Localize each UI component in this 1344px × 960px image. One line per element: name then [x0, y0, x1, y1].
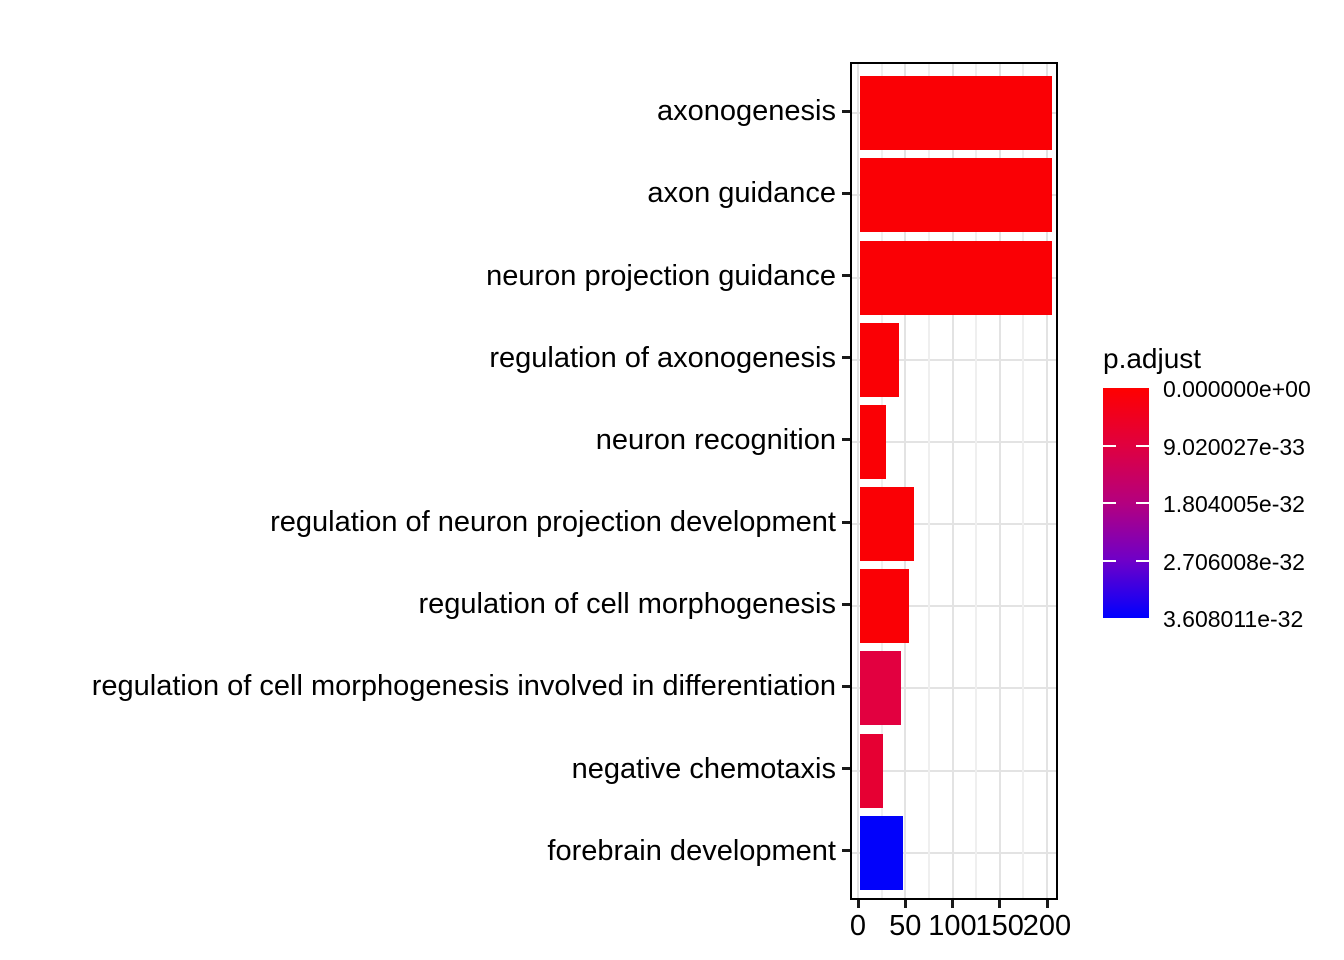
bar-regulation-of-cell-morphogenesis — [860, 569, 910, 644]
y-axis-tick — [842, 274, 850, 278]
y-axis-tick — [842, 767, 850, 771]
gridline-vertical-major — [857, 64, 859, 898]
y-tick-label: neuron projection guidance — [486, 259, 836, 292]
y-axis-tick — [842, 191, 850, 195]
legend-tick-label: 9.020027e-33 — [1163, 433, 1305, 460]
y-axis-tick — [842, 356, 850, 360]
x-axis-tick — [998, 900, 1002, 908]
y-tick-label: regulation of cell morphogenesis — [418, 588, 836, 621]
x-axis-tick — [1045, 900, 1049, 908]
gridline-horizontal — [852, 769, 1056, 772]
gridline-vertical-minor — [1022, 64, 1025, 898]
colorbar-tick-left — [1103, 502, 1116, 504]
x-axis-tick — [856, 900, 860, 908]
plot-panel — [850, 62, 1058, 900]
legend-tick-label: 2.706008e-32 — [1163, 548, 1305, 575]
gridline-horizontal — [852, 440, 1056, 443]
y-tick-label: regulation of axonogenesis — [489, 341, 836, 374]
x-tick-label: 0 — [849, 910, 867, 942]
y-axis-tick — [842, 849, 850, 853]
y-axis-tick — [842, 109, 850, 113]
gridline-horizontal — [852, 687, 1056, 690]
x-axis-tick — [951, 900, 954, 908]
y-axis-tick — [842, 684, 850, 688]
bar-negative-chemotaxis — [860, 733, 883, 808]
y-tick-label: negative chemotaxis — [571, 752, 836, 785]
y-axis-tick — [842, 602, 850, 606]
bar-neuron-recognition — [860, 404, 886, 479]
y-axis-tick — [842, 438, 850, 442]
x-tick-label: 200 — [1022, 910, 1072, 942]
bar-axon-guidance — [860, 158, 1052, 233]
y-tick-label: axon guidance — [647, 177, 836, 210]
bar-regulation-of-neuron-projection-development — [860, 487, 914, 562]
gridline-vertical-major — [1046, 64, 1048, 898]
colorbar-tick-right — [1136, 559, 1149, 562]
bar-neuron-projection-guidance — [860, 240, 1052, 315]
legend-tick-label: 0.000000e+00 — [1163, 376, 1311, 402]
bar-forebrain-development — [860, 815, 904, 890]
legend-title: p.adjust — [1103, 343, 1202, 374]
legend-tick-label: 3.608011e-32 — [1163, 606, 1304, 632]
x-axis-tick — [903, 900, 907, 908]
gridline-horizontal — [852, 523, 1056, 526]
legend-tick-label: 1.804005e-32 — [1163, 491, 1305, 517]
y-tick-label: regulation of neuron projection developm… — [270, 506, 836, 539]
y-axis-tick — [842, 520, 850, 524]
bar-axonogenesis — [860, 76, 1052, 151]
y-tick-label: neuron recognition — [595, 423, 836, 456]
colorbar-tick-right — [1136, 444, 1149, 447]
y-tick-label: axonogenesis — [657, 95, 836, 128]
colorbar-tick-left — [1103, 444, 1116, 447]
bar-regulation-of-axonogenesis — [860, 322, 899, 397]
gridline-vertical-major — [998, 64, 1001, 898]
legend-colorbar-gradient — [1103, 388, 1149, 618]
gridline-vertical-minor — [927, 64, 930, 898]
y-tick-label: forebrain development — [547, 834, 836, 867]
gridline-vertical-major — [904, 64, 907, 898]
y-tick-label: regulation of cell morphogenesis involve… — [91, 670, 836, 703]
colorbar-tick-left — [1103, 559, 1116, 562]
gridline-horizontal — [852, 605, 1056, 608]
colorbar-tick-right — [1136, 502, 1149, 504]
x-tick-label: 100 — [928, 910, 977, 942]
x-tick-label: 50 — [889, 910, 922, 942]
bar-regulation-of-cell-morphogenesis-involved-in-differentiation — [860, 651, 901, 726]
gridline-vertical-minor — [880, 64, 883, 898]
gridline-vertical-major — [951, 64, 954, 898]
gridline-horizontal — [852, 358, 1056, 361]
gridline-vertical-minor — [975, 64, 978, 898]
x-tick-label: 150 — [975, 910, 1024, 942]
gridline-horizontal — [852, 851, 1056, 854]
